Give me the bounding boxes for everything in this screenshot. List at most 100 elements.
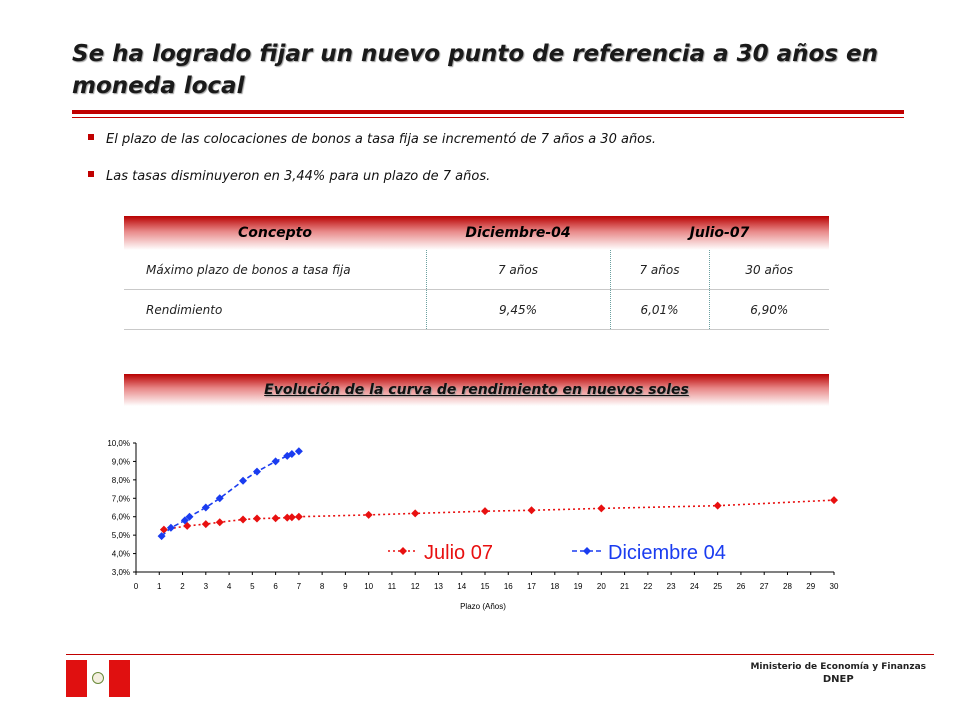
x-tick-label: 13 <box>434 582 443 591</box>
data-point <box>201 520 210 529</box>
x-tick-label: 7 <box>297 582 302 591</box>
cell-julio-30: 6,90% <box>709 289 829 330</box>
x-tick-label: 3 <box>204 582 209 591</box>
data-point <box>185 512 194 521</box>
series-line-julio <box>163 499 835 531</box>
data-point <box>364 510 373 519</box>
legend-label: Diciembre 04 <box>608 542 726 564</box>
data-point <box>201 503 210 512</box>
data-point <box>830 496 838 505</box>
chart-axes: 3,0%4,0%5,0%6,0%7,0%8,0%9,0%10,0%0 1 2 3 4 5 6… <box>107 439 839 611</box>
x-tick-label: 10 <box>364 582 373 591</box>
peru-flag-icon <box>66 660 130 697</box>
bullet-item: El plazo de las colocaciones de bonos a … <box>88 132 656 147</box>
x-tick-label: 2 <box>180 582 185 591</box>
x-tick-label: 27 <box>760 582 769 591</box>
data-point <box>713 501 722 510</box>
x-tick-label: 8 <box>320 582 325 591</box>
header-julio: Julio-07 <box>610 216 829 250</box>
data-point <box>166 523 175 532</box>
x-tick-label: 18 <box>550 582 559 591</box>
x-tick-label: 0 <box>134 582 139 591</box>
cell-julio-7: 6,01% <box>610 289 710 330</box>
legend-marker <box>399 547 407 555</box>
x-tick-label: 4 <box>227 582 232 591</box>
legend-marker <box>583 547 591 555</box>
x-tick-label: 20 <box>597 582 606 591</box>
header-concepto: Concepto <box>124 216 426 250</box>
y-tick-label: 8,0% <box>112 476 130 485</box>
ministry-label: Ministerio de Economía y Finanzas DNEP <box>750 662 926 685</box>
x-tick-label: 9 <box>343 582 348 591</box>
table-row: Máximo plazo de bonos a tasa fija 7 años… <box>124 250 829 290</box>
table-row: Rendimiento 9,45% 6,01% 6,90% <box>124 289 829 330</box>
y-tick-label: 10,0% <box>107 439 130 448</box>
cell-julio-7: 7 años <box>610 250 710 290</box>
data-point <box>252 467 261 476</box>
ministry-name: Ministerio de Economía y Finanzas <box>750 662 926 672</box>
row-label: Rendimiento <box>124 289 427 330</box>
chart-legend: Julio 07 Diciembre 04 <box>388 542 726 564</box>
x-tick-label: 19 <box>574 582 583 591</box>
x-tick-label: 5 <box>250 582 255 591</box>
x-tick-label: 25 <box>713 582 722 591</box>
x-axis-label: Plazo (Años) <box>460 602 506 611</box>
x-tick-label: 14 <box>457 582 466 591</box>
x-tick-label: 30 <box>830 582 839 591</box>
y-tick-label: 3,0% <box>112 568 130 577</box>
x-tick-label: 24 <box>690 582 699 591</box>
chart-title-banner: Evolución de la curva de rendimiento en … <box>124 374 829 406</box>
data-point <box>294 447 303 456</box>
data-point <box>287 513 296 522</box>
cell-diciembre: 9,45% <box>426 289 611 330</box>
x-tick-label: 29 <box>806 582 815 591</box>
data-point <box>271 514 280 523</box>
data-point <box>157 532 166 541</box>
bullet-text: El plazo de las colocaciones de bonos a … <box>106 132 657 147</box>
data-point <box>252 514 261 523</box>
y-tick-label: 9,0% <box>112 457 130 466</box>
dnep-label: DNEP <box>822 674 854 685</box>
x-tick-label: 15 <box>481 582 490 591</box>
data-point <box>287 450 296 459</box>
data-point <box>527 506 536 515</box>
table-header-row: Concepto Diciembre-04 Julio-07 <box>124 216 829 250</box>
y-tick-label: 4,0% <box>112 550 130 559</box>
x-tick-label: 22 <box>643 582 652 591</box>
bullet-marker <box>88 134 94 140</box>
title-divider-thin <box>72 117 904 118</box>
x-tick-label: 26 <box>736 582 745 591</box>
data-point <box>239 515 248 524</box>
x-tick-label: 21 <box>620 582 629 591</box>
title-divider <box>72 110 904 114</box>
data-point <box>597 504 606 513</box>
data-point <box>239 476 248 485</box>
data-point <box>283 513 292 522</box>
legend-label: Julio 07 <box>424 542 493 564</box>
footer-divider <box>66 654 934 655</box>
y-tick-label: 6,0% <box>112 513 130 522</box>
cell-julio-30: 30 años <box>709 250 829 290</box>
chart-series <box>157 447 838 541</box>
concept-table: Concepto Diciembre-04 Julio-07 Máximo pl… <box>124 216 829 330</box>
bullet-text: Las tasas disminuyeron en 3,44% para un … <box>106 169 491 184</box>
data-point <box>180 516 189 525</box>
x-tick-label: 1 <box>157 582 162 591</box>
series-line-diciembre <box>161 450 300 537</box>
data-point <box>215 518 224 527</box>
x-tick-label: 17 <box>527 582 536 591</box>
data-point <box>294 512 303 521</box>
data-point <box>411 509 420 518</box>
slide-title: Se ha logrado fijar un nuevo punto de re… <box>72 41 879 99</box>
bullet-marker <box>88 171 94 177</box>
bullet-item: Las tasas disminuyeron en 3,44% para un … <box>88 169 490 184</box>
x-tick-label: 16 <box>504 582 513 591</box>
y-tick-label: 5,0% <box>112 531 130 540</box>
data-point <box>159 525 168 534</box>
data-point <box>481 507 489 516</box>
x-tick-label: 23 <box>667 582 676 591</box>
cell-diciembre: 7 años <box>426 250 611 290</box>
header-diciembre: Diciembre-04 <box>426 216 610 250</box>
data-point <box>271 457 280 466</box>
